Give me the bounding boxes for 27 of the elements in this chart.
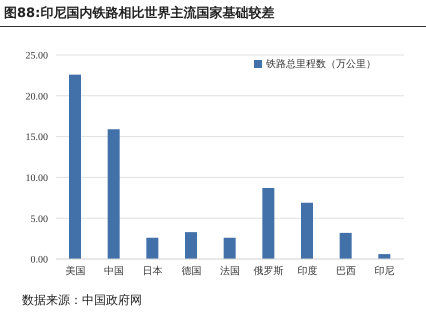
- bar: [146, 238, 158, 259]
- bar: [262, 188, 274, 259]
- x-tick-label: 日本: [142, 265, 163, 278]
- x-tick-label: 美国: [65, 265, 86, 278]
- bar: [301, 202, 313, 259]
- y-tick-label: 0.00: [30, 254, 48, 266]
- x-tick-label: 中国: [104, 265, 124, 278]
- y-tick-label: 15.00: [26, 132, 48, 144]
- source-note: 数据来源：中国政府网: [22, 292, 142, 309]
- bar: [340, 232, 352, 259]
- x-tick-label: 印尼: [374, 265, 395, 278]
- bar: [108, 129, 120, 259]
- y-tick-label: 5.00: [30, 214, 48, 225]
- x-tick-label: 法国: [220, 265, 240, 278]
- y-tick-label: 20.00: [26, 91, 48, 102]
- bar: [378, 254, 390, 259]
- x-tick-label: 印度: [297, 265, 318, 278]
- bar: [185, 232, 197, 259]
- x-tick-label: 俄罗斯: [254, 265, 284, 278]
- bar: [69, 74, 81, 259]
- legend-label: 铁路总里程数（万公里）: [266, 59, 376, 70]
- x-tick-label: 巴西: [336, 266, 356, 278]
- y-tick-label: 10.00: [26, 172, 48, 184]
- bar: [224, 238, 236, 259]
- y-tick-label: 25.00: [26, 50, 48, 62]
- x-tick-label: 德国: [181, 266, 202, 278]
- chart-title: 图88:印尼国内铁路相比世界主流国家基础较差: [0, 0, 426, 27]
